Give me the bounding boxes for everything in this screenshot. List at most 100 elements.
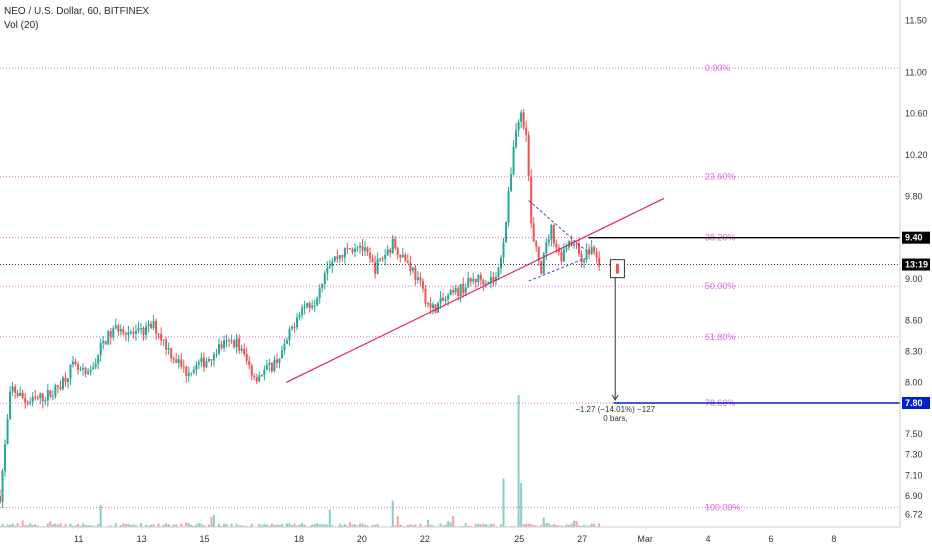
candle-body — [192, 369, 195, 373]
candle-body — [406, 260, 409, 263]
candle-body — [306, 303, 309, 307]
candle-body — [200, 357, 203, 363]
volume-bar — [34, 524, 37, 527]
candle-body — [477, 274, 480, 283]
candle-body — [238, 338, 241, 351]
candle-body — [263, 369, 266, 376]
candle-body — [497, 267, 500, 278]
volume-bar — [119, 525, 122, 527]
candle-body — [230, 340, 233, 342]
candle-body — [371, 258, 374, 263]
candle-body — [356, 247, 359, 249]
volume-bar — [567, 525, 570, 527]
candle-body — [64, 377, 67, 382]
volume-bar — [580, 525, 583, 527]
candle-body — [331, 261, 334, 267]
candle-body — [321, 284, 324, 288]
candle-body — [137, 328, 140, 331]
current-price-tag-bg — [902, 258, 930, 271]
volume-bar — [391, 500, 394, 527]
candle-body — [593, 247, 596, 253]
volume-bar — [31, 524, 34, 527]
volume-bar — [348, 522, 351, 527]
volume-bar — [449, 522, 452, 527]
volume-bar — [200, 523, 203, 527]
symbol-title: NEO / U.S. Dollar, 60, BITFINEX — [4, 6, 150, 17]
volume-bar — [245, 525, 248, 527]
projection-arrow-head — [611, 394, 619, 401]
volume-bar — [296, 525, 299, 527]
candle-body — [296, 317, 299, 328]
time-tick-label: 15 — [200, 534, 210, 544]
candle-body — [459, 283, 462, 297]
candle-body — [379, 258, 382, 260]
candle-body — [19, 392, 22, 396]
candle-body — [374, 262, 377, 274]
time-tick-label: 18 — [294, 534, 304, 544]
candle-body — [253, 375, 256, 378]
price-tick-label: 9.80 — [905, 191, 923, 201]
volume-bar — [49, 521, 52, 527]
candle-body — [452, 290, 455, 293]
volume-bar — [235, 523, 238, 527]
volume-bar — [167, 524, 170, 527]
price-tick-label: 10.20 — [905, 150, 928, 160]
candle-body — [426, 303, 429, 305]
candle-body — [429, 303, 432, 308]
volume-bar — [341, 525, 344, 527]
volume-bar — [26, 525, 29, 527]
volume-bar — [545, 523, 548, 527]
volume-bar — [280, 524, 283, 527]
volume-bar — [16, 523, 19, 527]
candle-body — [109, 331, 112, 338]
candle-body — [552, 224, 555, 244]
volume-bar — [187, 523, 190, 527]
time-tick-label: 8 — [831, 534, 836, 544]
candle-body — [520, 112, 523, 122]
candle-body — [439, 297, 442, 303]
volume-bar — [439, 523, 442, 527]
volume-bar — [6, 524, 9, 527]
candle-body — [9, 391, 12, 420]
candle-body — [510, 174, 513, 192]
volume-bar — [432, 525, 435, 527]
candle-body — [419, 277, 422, 281]
volume-bar — [598, 523, 601, 527]
candle-body — [396, 248, 399, 255]
candle-body — [547, 239, 550, 243]
candle-body — [442, 297, 445, 301]
volume-bar — [273, 524, 276, 527]
candle-body — [195, 364, 198, 370]
candle-body — [512, 146, 515, 175]
price-tick-label: 6.72 — [905, 510, 923, 520]
volume-bar — [278, 524, 281, 527]
volume-bar — [202, 525, 205, 527]
candle-body — [369, 252, 372, 259]
candle-body — [386, 249, 389, 256]
candle-body — [223, 340, 226, 349]
volume-bar — [51, 524, 54, 527]
candle-body — [172, 357, 175, 360]
time-tick-label: 11 — [74, 534, 83, 544]
candle-body — [333, 256, 336, 262]
volume-indicator-label[interactable]: Vol (20) — [4, 20, 39, 31]
candle-body — [562, 249, 565, 262]
candle-body — [0, 496, 1, 503]
price-tick-label: 11.00 — [905, 67, 927, 77]
candle-body — [99, 343, 102, 355]
candle-body — [348, 248, 351, 250]
volume-bar — [147, 525, 150, 527]
fib-level-label: 100.00% — [705, 502, 741, 512]
volume-bar — [535, 525, 538, 527]
candle-body — [366, 247, 369, 253]
resistance-price-tag: 9.40 — [905, 233, 923, 243]
candle-body — [346, 247, 349, 249]
candle-body — [401, 254, 404, 258]
volume-bar — [82, 523, 85, 527]
volume-bar — [185, 522, 188, 527]
volume-bar — [19, 525, 22, 527]
volume-bar — [484, 524, 487, 527]
candle-body — [87, 371, 90, 374]
volume-bar — [364, 524, 367, 527]
